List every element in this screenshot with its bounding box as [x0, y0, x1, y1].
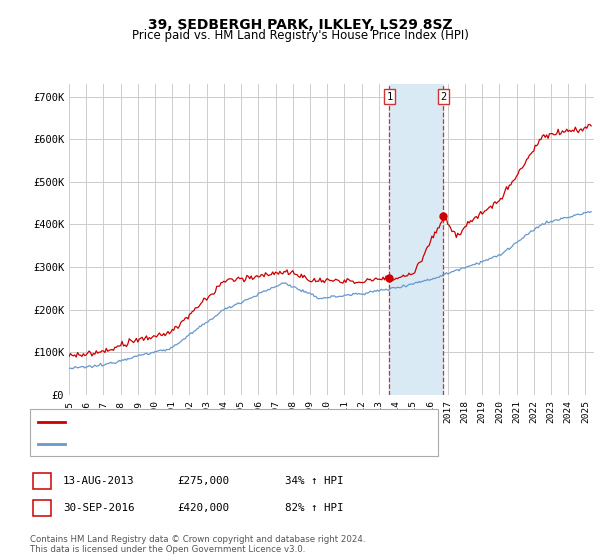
- Text: 13-AUG-2013: 13-AUG-2013: [63, 476, 134, 486]
- Text: £275,000: £275,000: [177, 476, 229, 486]
- Text: 2: 2: [440, 92, 446, 102]
- Text: 1: 1: [39, 476, 45, 486]
- Text: 1: 1: [386, 92, 392, 102]
- Text: Contains HM Land Registry data © Crown copyright and database right 2024.
This d: Contains HM Land Registry data © Crown c…: [30, 535, 365, 554]
- Bar: [389, 84, 443, 395]
- Text: 39, SEDBERGH PARK, ILKLEY, LS29 8SZ: 39, SEDBERGH PARK, ILKLEY, LS29 8SZ: [148, 18, 452, 32]
- Text: 2: 2: [39, 503, 45, 513]
- Text: Price paid vs. HM Land Registry's House Price Index (HPI): Price paid vs. HM Land Registry's House …: [131, 29, 469, 42]
- Text: 82% ↑ HPI: 82% ↑ HPI: [285, 503, 343, 513]
- Text: 30-SEP-2016: 30-SEP-2016: [63, 503, 134, 513]
- Text: 34% ↑ HPI: 34% ↑ HPI: [285, 476, 343, 486]
- Text: HPI: Average price, detached house, Bradford: HPI: Average price, detached house, Brad…: [69, 438, 297, 449]
- Text: 39, SEDBERGH PARK, ILKLEY, LS29 8SZ (detached house): 39, SEDBERGH PARK, ILKLEY, LS29 8SZ (det…: [69, 417, 355, 427]
- Text: £420,000: £420,000: [177, 503, 229, 513]
